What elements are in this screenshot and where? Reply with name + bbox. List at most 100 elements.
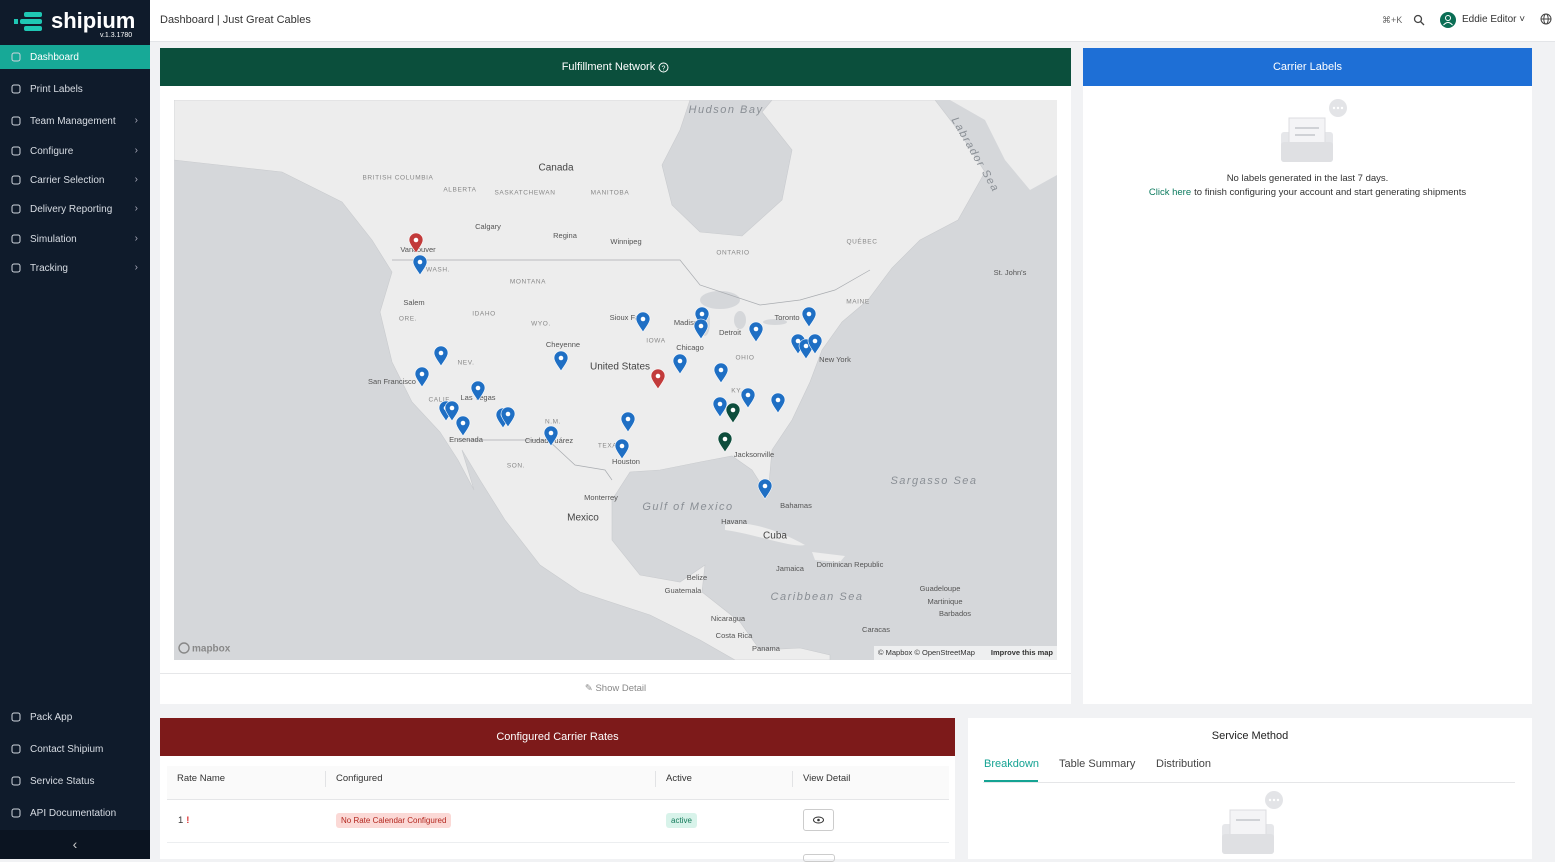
nav-item[interactable]: Print Labels [0,77,150,101]
pin-dot [475,385,481,391]
pin-dot [775,397,781,403]
help-icon[interactable]: ? [658,62,669,73]
user-menu[interactable]: Eddie Editor ˅ [1462,14,1526,25]
map-pin[interactable] [455,415,471,437]
avatar[interactable] [1440,12,1456,28]
pin-dot [762,483,768,489]
tab-divider [983,782,1515,783]
map-pin[interactable] [500,406,516,428]
show-detail-button[interactable]: ✎ Show Detail [584,683,647,694]
nav-icon [11,175,21,185]
pin-dot [803,343,809,349]
map-pin[interactable] [412,254,428,276]
tab[interactable]: Table Summary [1059,758,1136,770]
pin-dot [753,326,759,332]
map-pin[interactable] [614,438,630,460]
map-pin[interactable] [553,350,569,372]
nav-item[interactable]: Pack App [0,705,150,729]
nav-item[interactable]: Team Management › [0,109,150,133]
pin-body [455,415,471,437]
map-pin[interactable] [748,321,764,343]
icon-shape [11,175,21,185]
map-label: Guadeloupe [920,584,961,593]
map-pin[interactable] [807,333,823,355]
column-header: Rate Name [177,773,226,784]
nav-item[interactable]: Simulation › [0,227,150,251]
card-title: Configured Carrier Rates [496,731,619,743]
map-pin[interactable] [433,345,449,367]
map-pin[interactable] [620,411,636,433]
map-pin[interactable] [543,425,559,447]
configure-prompt: Click here to finish configuring your acc… [1083,187,1532,198]
card-header: Configured Carrier Rates [160,718,955,756]
map-pin[interactable] [770,392,786,414]
view-detail-button[interactable] [803,809,834,831]
map-label: Mexico [567,513,599,524]
improve-map-link[interactable]: Improve this map [991,648,1054,657]
map-pin[interactable] [712,396,728,418]
map-label: TEXAS [598,443,622,450]
click-here-link[interactable]: Click here [1148,187,1192,198]
nav-item[interactable]: Delivery Reporting › [0,197,150,221]
icon-shape [11,808,21,818]
rate-name-text: 1 [178,815,184,826]
map-label: Belize [687,573,707,582]
fulfillment-network-card: Fulfillment Network ? Hudson Bay Labrador… [160,48,1071,704]
map-pin[interactable] [650,368,666,390]
map-label: Cheyenne [546,340,580,349]
nav-item[interactable]: API Documentation [0,801,150,825]
map-pin[interactable] [414,366,430,388]
map-pin[interactable] [801,306,817,328]
shortcut[interactable]: ⌘+K [1382,15,1403,25]
map-label: ONTARIO [716,250,749,257]
pin-dot [505,411,511,417]
map-label: MONTANA [510,279,546,286]
column-separator [655,771,656,787]
nav-icon [11,116,21,126]
map-label: Panama [752,644,781,653]
pin-body [713,362,729,384]
next-row-button[interactable] [803,854,835,862]
map-label: Gulf of Mexico [642,501,733,513]
pin-body [408,232,424,254]
nav-icon [11,744,21,754]
collapse-button[interactable]: ‹ [0,830,150,859]
map-label: Madison [674,318,702,327]
map-pin[interactable] [635,311,651,333]
nav-item[interactable]: Carrier Selection › [0,168,150,192]
map-pin[interactable] [470,380,486,402]
search-icon[interactable] [1413,14,1425,26]
map-label: WYO. [531,321,551,328]
map-pin[interactable] [740,387,756,409]
lake [700,291,740,309]
map-pin[interactable] [444,400,460,422]
nav-item[interactable]: Contact Shipium [0,737,150,761]
nav-item[interactable]: Dashboard [0,45,150,69]
nav-item[interactable]: Configure › [0,139,150,163]
map-label: Jacksonville [734,450,774,459]
nav-icon [11,234,21,244]
nav-item[interactable]: Tracking › [0,256,150,280]
map-label: Chicago [676,343,704,352]
pin-dot [438,350,444,356]
map-pin[interactable] [757,478,773,500]
map-pin[interactable] [713,362,729,384]
map-pin[interactable] [694,306,710,328]
map-pin[interactable] [717,431,733,453]
nav-icon [11,776,21,786]
nav-item[interactable]: Service Status [0,769,150,793]
map-pin[interactable] [672,353,688,375]
column-separator [325,771,326,787]
nav-label: Dashboard [30,51,79,63]
pin-body [543,425,559,447]
map-pin[interactable] [408,232,424,254]
globe-icon[interactable] [1540,13,1552,25]
map-pin[interactable] [693,318,709,340]
tab[interactable]: Breakdown [984,758,1040,770]
attribution[interactable]: © Mapbox © OpenStreetMap [878,648,975,657]
map-pin[interactable] [725,402,741,424]
tab[interactable]: Distribution [1156,758,1212,770]
map-label: Bahamas [780,501,812,510]
map-label: IOWA [646,338,666,345]
